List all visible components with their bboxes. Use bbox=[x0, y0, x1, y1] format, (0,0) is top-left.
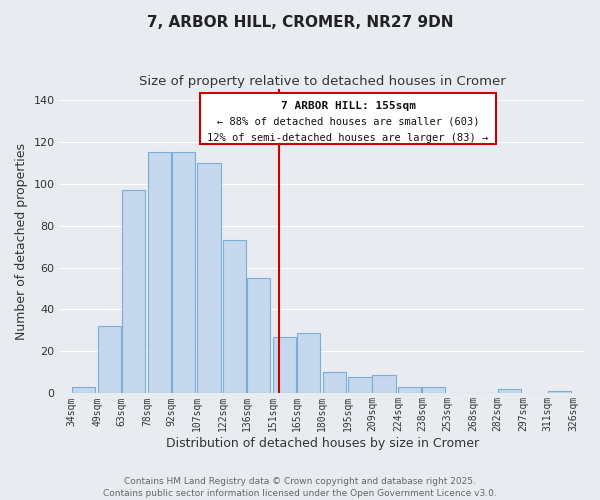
Bar bbox=[323, 372, 346, 394]
Bar bbox=[297, 332, 320, 394]
Bar bbox=[172, 152, 195, 394]
X-axis label: Distribution of detached houses by size in Cromer: Distribution of detached houses by size … bbox=[166, 437, 479, 450]
Title: Size of property relative to detached houses in Cromer: Size of property relative to detached ho… bbox=[139, 75, 506, 88]
Bar bbox=[98, 326, 121, 394]
Bar bbox=[373, 374, 395, 394]
Text: ← 88% of detached houses are smaller (603): ← 88% of detached houses are smaller (60… bbox=[217, 116, 479, 126]
Text: 12% of semi-detached houses are larger (83) →: 12% of semi-detached houses are larger (… bbox=[208, 133, 488, 143]
Bar bbox=[223, 240, 246, 394]
Text: 7 ARBOR HILL: 155sqm: 7 ARBOR HILL: 155sqm bbox=[281, 100, 416, 110]
Bar bbox=[398, 387, 421, 394]
Bar bbox=[197, 162, 221, 394]
Bar bbox=[200, 94, 496, 144]
Bar bbox=[498, 389, 521, 394]
Y-axis label: Number of detached properties: Number of detached properties bbox=[15, 143, 28, 340]
Bar bbox=[548, 392, 571, 394]
Bar bbox=[273, 337, 296, 394]
Bar bbox=[422, 387, 445, 394]
Bar bbox=[72, 387, 95, 394]
Text: Contains HM Land Registry data © Crown copyright and database right 2025.
Contai: Contains HM Land Registry data © Crown c… bbox=[103, 476, 497, 498]
Bar bbox=[148, 152, 171, 394]
Bar bbox=[349, 376, 371, 394]
Text: 7, ARBOR HILL, CROMER, NR27 9DN: 7, ARBOR HILL, CROMER, NR27 9DN bbox=[147, 15, 453, 30]
Bar bbox=[247, 278, 271, 394]
Bar bbox=[122, 190, 145, 394]
